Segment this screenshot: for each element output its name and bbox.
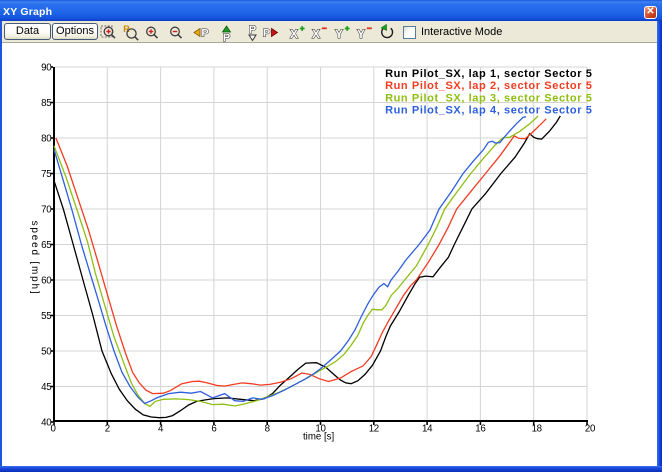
- svg-text:80: 80: [41, 133, 52, 144]
- svg-text:8: 8: [265, 423, 270, 434]
- svg-text:65: 65: [41, 240, 51, 251]
- svg-text:time [s]: time [s]: [303, 432, 334, 443]
- svg-text:2: 2: [105, 423, 110, 434]
- svg-text:speed [mph]: speed [mph]: [29, 221, 40, 296]
- svg-text:P: P: [201, 28, 208, 40]
- svg-text:6: 6: [211, 423, 216, 434]
- svg-text:R: R: [123, 24, 130, 34]
- svg-text:55: 55: [41, 311, 51, 322]
- svg-text:85: 85: [41, 98, 51, 109]
- svg-text:Y: Y: [357, 27, 365, 41]
- svg-text:50: 50: [41, 346, 52, 357]
- svg-text:P: P: [222, 32, 229, 42]
- svg-text:16: 16: [475, 423, 485, 434]
- svg-text:14: 14: [422, 423, 433, 434]
- svg-text:X: X: [289, 27, 297, 41]
- svg-text:Run Pilot_SX, lap 1, sector Se: Run Pilot_SX, lap 1, sector Sector 5: [385, 68, 592, 80]
- svg-text:40: 40: [41, 417, 52, 428]
- svg-text:45: 45: [41, 382, 51, 393]
- svg-text:90: 90: [41, 62, 52, 73]
- svg-text:20: 20: [585, 423, 596, 434]
- svg-text:60: 60: [41, 275, 52, 286]
- svg-text:X: X: [312, 27, 320, 41]
- svg-text:70: 70: [41, 204, 52, 215]
- svg-text:0: 0: [50, 423, 56, 434]
- svg-text:P: P: [262, 28, 269, 40]
- svg-text:Run Pilot_SX, lap 4, sector Se: Run Pilot_SX, lap 4, sector Sector 5: [385, 105, 592, 117]
- svg-text:Run Pilot_SX, lap 2, sector Se: Run Pilot_SX, lap 2, sector Sector 5: [385, 80, 592, 92]
- svg-text:10: 10: [315, 423, 326, 434]
- svg-text:75: 75: [41, 169, 51, 180]
- svg-text:18: 18: [532, 423, 542, 434]
- svg-text:Y: Y: [334, 27, 342, 41]
- svg-text:Run Pilot_SX, lap 3, sector Se: Run Pilot_SX, lap 3, sector Sector 5: [385, 92, 592, 104]
- svg-text:P: P: [248, 24, 255, 36]
- svg-text:4: 4: [158, 423, 164, 434]
- svg-text:12: 12: [369, 423, 379, 434]
